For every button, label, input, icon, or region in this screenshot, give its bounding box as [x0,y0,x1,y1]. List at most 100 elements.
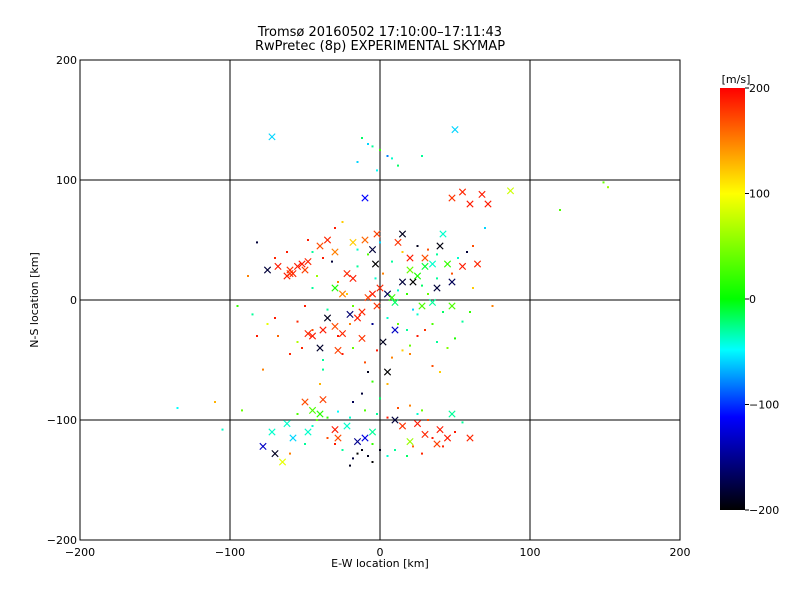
data-point-dot [469,311,471,313]
data-point-dot [409,404,411,407]
data-point-x [473,260,482,268]
data-point-x [346,310,354,318]
data-point-dot [331,260,333,263]
data-point-x [268,428,276,436]
x-tick-label: 100 [520,546,541,559]
data-point-dot [301,347,303,349]
data-point-x [406,254,414,262]
data-point-x [448,278,456,286]
data-point-x [271,450,279,458]
data-point-dot [256,241,258,244]
data-point-dot [371,380,374,383]
data-point-x [443,434,452,442]
data-point-x [428,260,437,268]
data-point-x [379,338,387,346]
data-point-x [308,406,317,414]
data-point-dot [457,257,459,259]
data-point-x [338,290,347,298]
data-point-x [283,420,291,428]
data-point-x [433,440,441,448]
data-point-dot [352,401,354,403]
data-point-dot [431,365,434,367]
data-point-dot [367,253,369,256]
data-point-x [394,238,402,246]
data-point-dot [289,452,291,455]
x-tick-label: −100 [215,546,245,559]
data-point-dot [461,320,464,323]
data-point-x [421,262,429,270]
data-point-x [343,422,351,430]
data-point-dot [326,437,329,439]
data-point-x [458,188,467,196]
data-point-x [331,322,339,330]
data-point-x [418,302,426,310]
data-point-x [334,434,342,442]
colorbar-tick-label: −200 [749,504,779,517]
data-point-x [259,442,267,450]
data-point-dot [427,419,429,421]
data-point-dot [262,368,264,371]
data-point-dot [286,251,288,253]
data-points [176,126,609,467]
data-point-dot [406,329,408,331]
data-point-dot [319,383,321,385]
data-point-x [388,294,396,302]
data-point-x [361,236,369,244]
data-point-x [331,284,339,292]
data-point-x [338,330,347,338]
data-point-x [316,344,324,352]
data-point-dot [431,437,434,439]
data-point-dot [367,143,369,145]
data-point-dot [361,392,363,395]
data-point-x [343,270,351,278]
y-tick-label: 200 [56,54,77,67]
data-point-x [278,458,287,466]
data-point-dot [436,277,438,280]
data-point-dot [236,305,239,307]
data-point-dot [466,251,468,253]
data-point-dot [296,341,299,343]
data-point-dot [376,169,378,172]
data-point-dot [307,239,309,241]
data-point-x [371,260,380,268]
data-point-dot [461,421,464,424]
data-point-dot [274,317,276,319]
data-point-x [413,420,422,428]
data-point-dot [386,383,389,385]
y-axis-ticks: −200 −100 0 100 200 [47,54,680,547]
data-point-dot [241,409,243,412]
data-point-dot [176,407,179,409]
data-point-dot [364,361,366,364]
data-point-x [293,262,302,270]
data-point-x [391,416,399,424]
data-point-dot [421,452,423,455]
data-point-dot [379,397,381,400]
colorbar-tick-label: −100 [749,399,779,412]
data-point-x [439,230,447,238]
colorbar-tick-label: 100 [749,188,770,201]
data-point-dot [289,353,291,355]
data-point-dot [484,227,486,229]
data-point-dot [352,347,354,349]
data-point-dot [304,443,306,445]
data-point-dot [367,455,369,457]
data-point-x [436,426,444,434]
data-point-x [448,302,456,310]
data-point-x [301,266,309,274]
data-point-dot [341,449,344,451]
data-point-x [406,438,414,446]
data-point-dot [349,464,351,467]
data-point-dot [349,323,351,325]
data-point-x [383,368,392,376]
y-tick-label: 0 [70,294,77,307]
data-point-x [323,314,332,322]
data-point-dot [442,311,444,313]
data-point-x [331,426,339,434]
data-point-dot [256,335,258,337]
data-point-dot [311,251,314,253]
data-point-x [484,200,492,208]
chart-subtitle: RwPretec (8p) EXPERIMENTAL SKYMAP [254,39,506,54]
data-point-dot [296,320,299,323]
data-point-x [334,346,342,354]
data-point-x [304,428,312,436]
